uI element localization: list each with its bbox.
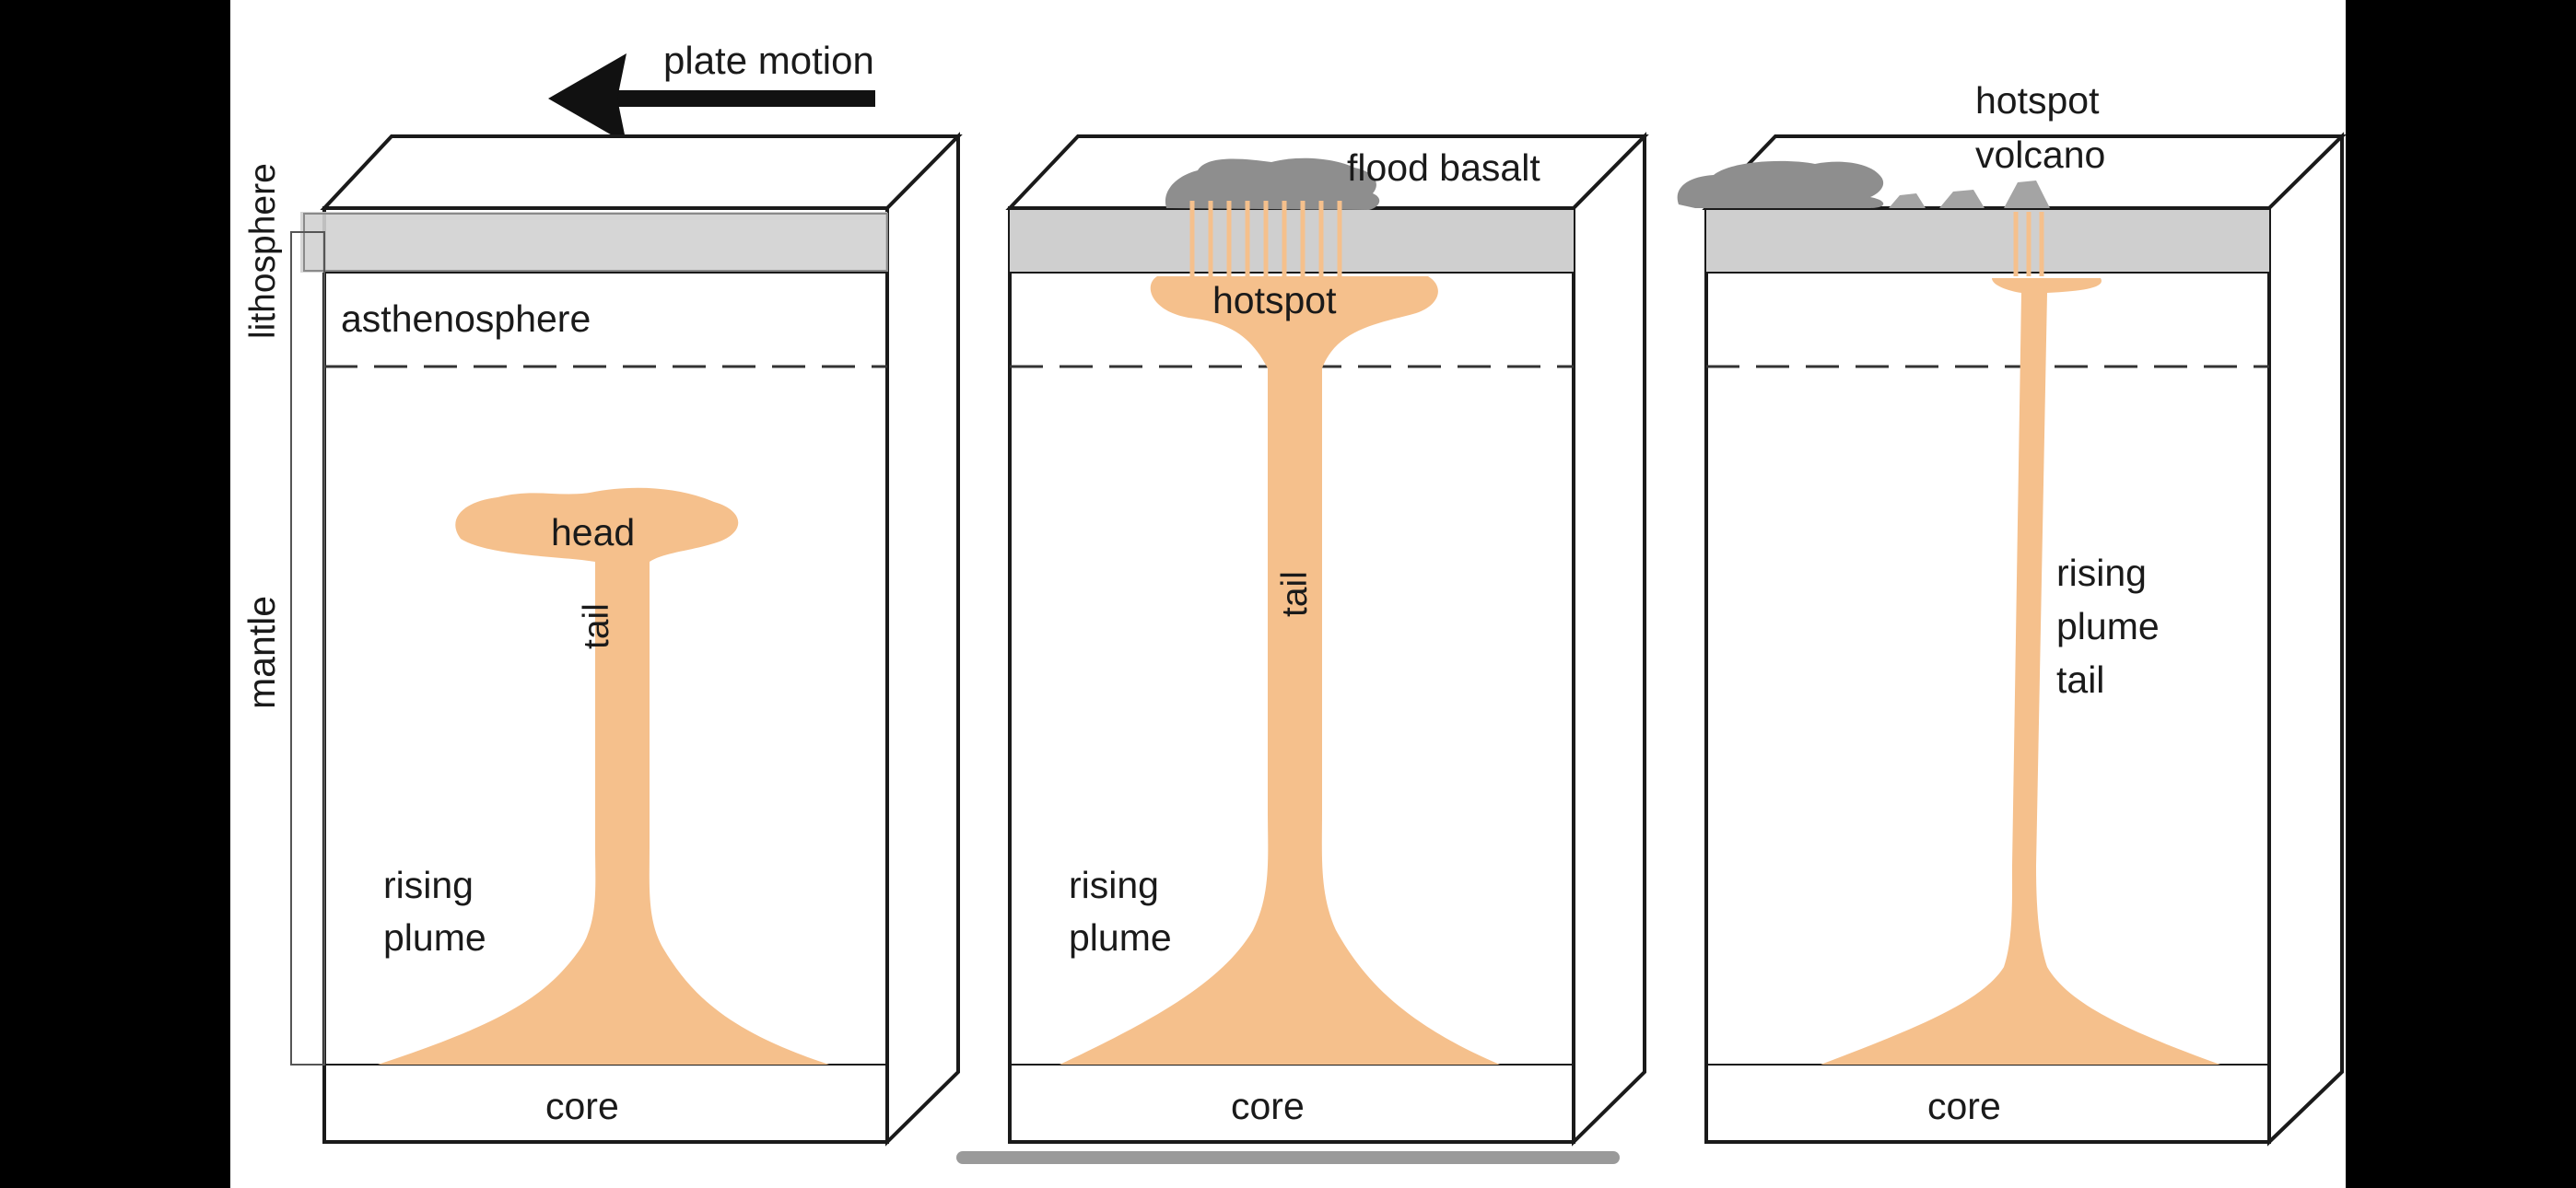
flood-basalt-shape xyxy=(1165,157,1380,210)
box-2-flood-basalt-stage xyxy=(1005,132,1649,1147)
rising-plume-tail-line-1: rising xyxy=(2056,552,2147,594)
plate-motion-arrow-icon xyxy=(548,53,875,144)
volcano-chain-shape xyxy=(1889,181,2050,208)
asthenosphere-label: asthenosphere xyxy=(341,297,591,340)
home-indicator-bar[interactable] xyxy=(956,1151,1620,1164)
mantle-bracket xyxy=(290,231,325,1066)
hotspot-volcano-line-1: hotspot xyxy=(1975,79,2100,122)
old-flood-basalt-shape xyxy=(1677,160,1884,208)
core-label-3: core xyxy=(1927,1085,2001,1127)
rising-plume-2-line-2: plume xyxy=(1069,916,1172,959)
head-label: head xyxy=(551,511,635,553)
rising-plume-1-line-2: plume xyxy=(383,916,486,959)
box-2-feeder-dikes xyxy=(1189,201,1342,276)
mantle-plume-diagram: plate motion asthenosphere head tail ris… xyxy=(240,39,2346,1147)
box-3-feeder-dikes xyxy=(2013,212,2044,276)
rising-plume-tail-line-2: plume xyxy=(2056,605,2160,647)
rising-plume-2-line-1: rising xyxy=(1069,864,1159,906)
rising-plume-tail-label-3: rising plume tail xyxy=(2056,552,2170,701)
rising-plume-label-2: rising plume xyxy=(1069,864,1172,959)
box-1-plume-head-stage xyxy=(300,132,963,1147)
box-3-lithosphere-layer xyxy=(1706,210,2269,273)
hotspot-label: hotspot xyxy=(1212,279,1337,321)
core-label-1: core xyxy=(545,1085,619,1127)
rising-plume-label-1: rising plume xyxy=(383,864,486,959)
rising-plume-tail-line-3: tail xyxy=(2056,658,2104,701)
tail-label-2: tail xyxy=(1275,571,1315,617)
box-1-plume-shape xyxy=(378,487,829,1065)
box-3-hotspot-volcano-stage xyxy=(1677,132,2346,1147)
box-1-lithosphere-layer xyxy=(300,212,887,273)
core-label-2: core xyxy=(1231,1085,1305,1127)
flood-basalt-label: flood basalt xyxy=(1347,146,1540,189)
tail-label-1: tail xyxy=(577,603,616,649)
box-2-plume-shape xyxy=(1060,276,1500,1065)
plate-motion-label: plate motion xyxy=(663,39,874,82)
hotspot-volcano-label: hotspot volcano xyxy=(1975,79,2110,176)
mantle-label: mantle xyxy=(240,596,283,709)
box-3-plume-shape xyxy=(1821,278,2220,1065)
lithosphere-label: lithosphere xyxy=(243,163,283,339)
box-2-lithosphere-layer xyxy=(1010,210,1574,273)
rising-plume-1-line-1: rising xyxy=(383,864,474,906)
hotspot-volcano-line-2: volcano xyxy=(1975,134,2105,176)
